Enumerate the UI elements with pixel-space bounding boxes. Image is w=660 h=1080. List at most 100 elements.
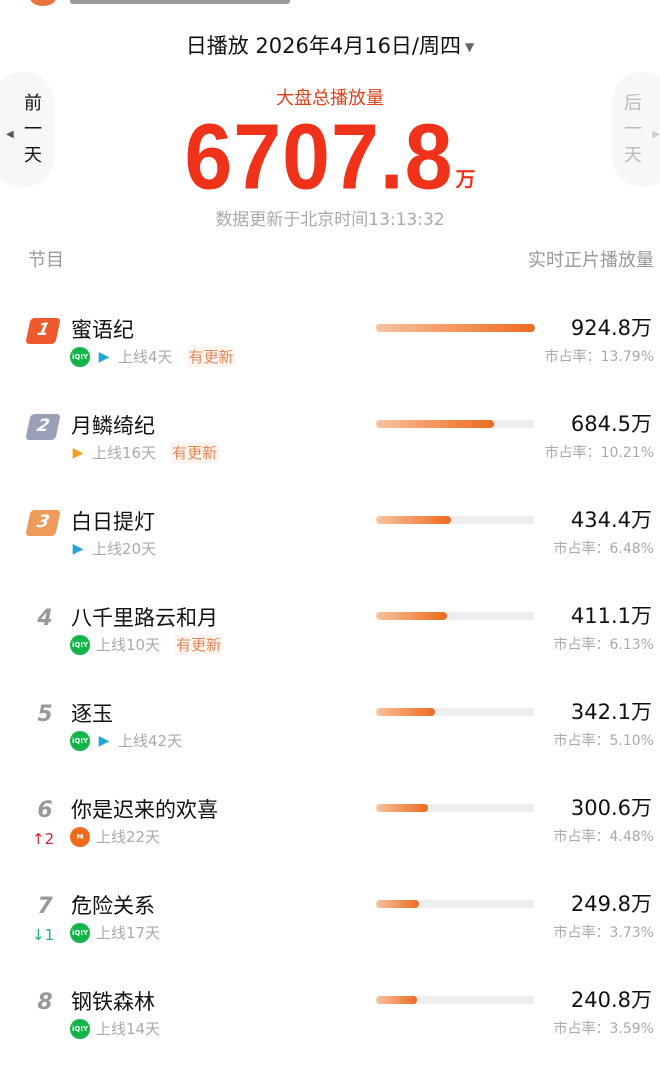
program-meta: M 上线22天 [70, 826, 160, 847]
tencent-video-icon: ▶ [98, 348, 110, 365]
table-row[interactable]: 4 八千里路云和月 iQIY 上线10天 有更新 411.1万市占率：6.13% [0, 600, 660, 696]
program-title[interactable]: 八千里路云和月 [71, 606, 218, 630]
plays-value: 434.4万 [570, 508, 652, 532]
iqiyi-icon: iQIY [70, 922, 90, 943]
plays-value: 240.8万 [570, 988, 652, 1012]
rank-number: 7 [37, 894, 53, 919]
program-meta: iQIY 上线10天 有更新 [70, 634, 224, 655]
online-days: 上线10天 [96, 636, 161, 654]
market-share: 市占率：13.79% [544, 349, 654, 365]
plays-bar-fill [376, 612, 447, 620]
plays-bar-fill [376, 708, 435, 716]
program-title[interactable]: 你是迟来的欢喜 [71, 798, 218, 822]
iqiyi-icon: iQIY [70, 1018, 90, 1039]
mango-tv-icon: M [70, 826, 90, 847]
online-days: 上线14天 [96, 1020, 161, 1038]
program-meta: iQIY 上线17天 [70, 922, 160, 943]
program-meta: ▶ 上线20天 [70, 538, 156, 559]
plays-bar [376, 996, 535, 1004]
plays-value: 411.1万 [570, 604, 652, 628]
online-days: 上线22天 [96, 828, 161, 846]
plays-value: 249.8万 [570, 892, 652, 916]
table-row[interactable]: 8 钢铁森林 iQIY 上线14天 240.8万市占率：3.59% [0, 984, 660, 1080]
market-share: 市占率：5.10% [553, 733, 654, 749]
market-share: 市占率：10.21% [544, 445, 654, 461]
plays-bar [376, 516, 535, 524]
rank-number: 6 [37, 798, 53, 823]
online-days: 上线17天 [96, 924, 161, 942]
update-badge: 有更新 [186, 346, 236, 367]
program-title[interactable]: 危险关系 [71, 894, 155, 918]
program-title[interactable]: 蜜语纪 [71, 318, 134, 342]
total-plays: 6707.8 万 [184, 105, 476, 209]
rank-change-up: ↑2 [32, 830, 55, 848]
market-share: 市占率：6.48% [553, 541, 654, 557]
plays-bar [376, 420, 535, 428]
rank-number: 4 [37, 606, 53, 631]
program-meta: iQIY ▶ 上线4天 有更新 [70, 346, 236, 367]
youku-icon: ▶ [72, 444, 84, 461]
rank-number: 8 [37, 990, 53, 1015]
app-title-clipped [70, 0, 290, 4]
table-row[interactable]: 1 蜜语纪 iQIY ▶ 上线4天 有更新 924.8万市占率：13.79% [0, 312, 660, 408]
program-title[interactable]: 逐玉 [71, 702, 113, 726]
plays-value: 924.8万 [570, 316, 652, 340]
tencent-video-icon: ▶ [72, 540, 84, 557]
total-label: 大盘总播放量 [276, 88, 384, 109]
iqiyi-icon: iQIY [70, 346, 90, 367]
update-badge: 有更新 [170, 442, 220, 463]
app-logo [30, 0, 56, 6]
plays-value: 342.1万 [570, 700, 652, 724]
plays-bar [376, 708, 535, 716]
program-title[interactable]: 月鳞绮纪 [71, 414, 155, 438]
plays-bar-fill [376, 804, 428, 812]
arrow-right-icon: ▶ [652, 129, 660, 140]
online-days: 上线4天 [118, 348, 173, 366]
plays-value: 684.5万 [570, 412, 652, 436]
table-row[interactable]: 3 白日提灯 ▶ 上线20天 434.4万市占率：6.48% [0, 504, 660, 600]
column-plays: 实时正片播放量 [528, 250, 654, 271]
program-title[interactable]: 白日提灯 [71, 510, 155, 534]
prev-day-button[interactable]: ◀ 前一天 [0, 72, 54, 187]
iqiyi-icon: iQIY [70, 730, 90, 751]
rank-number: 1 [25, 318, 61, 344]
program-meta: iQIY ▶ 上线42天 [70, 730, 182, 751]
market-share: 市占率：3.73% [553, 925, 654, 941]
plays-value: 300.6万 [570, 796, 652, 820]
iqiyi-icon: iQIY [70, 634, 90, 655]
market-share: 市占率：6.13% [553, 637, 654, 653]
market-share: 市占率：3.59% [553, 1021, 654, 1037]
rank-number: 2 [25, 414, 61, 440]
column-program: 节目 [28, 250, 64, 271]
plays-bar [376, 900, 535, 908]
plays-bar [376, 324, 535, 332]
plays-bar-fill [376, 420, 494, 428]
plays-bar [376, 804, 535, 812]
table-row[interactable]: 5 逐玉 iQIY ▶ 上线42天 342.1万市占率：5.10% [0, 696, 660, 792]
program-title[interactable]: 钢铁森林 [71, 990, 155, 1014]
update-badge: 有更新 [174, 634, 224, 655]
caret-down-icon: ▼ [465, 40, 475, 54]
online-days: 上线42天 [118, 732, 183, 750]
program-meta: iQIY 上线14天 [70, 1018, 160, 1039]
arrow-left-icon: ◀ [6, 129, 14, 140]
plays-bar-fill [376, 996, 418, 1004]
date-selector[interactable]: 日播放 2026年4月16日/周四 ▼ [185, 34, 475, 58]
rank-change-down: ↓1 [32, 926, 55, 944]
plays-bar-fill [376, 324, 535, 332]
table-row[interactable]: 2 月鳞绮纪 ▶ 上线16天 有更新 684.5万市占率：10.21% [0, 408, 660, 504]
next-day-button[interactable]: ▶ 后一天 [612, 72, 660, 187]
online-days: 上线16天 [92, 444, 157, 462]
program-meta: ▶ 上线16天 有更新 [70, 442, 220, 463]
plays-bar-fill [376, 516, 451, 524]
market-share: 市占率：4.48% [553, 829, 654, 845]
rank-number: 5 [37, 702, 53, 727]
table-row[interactable]: 6 ↑2 你是迟来的欢喜 M 上线22天 300.6万市占率：4.48% [0, 792, 660, 888]
rank-number: 3 [25, 510, 61, 536]
online-days: 上线20天 [92, 540, 157, 558]
plays-bar-fill [376, 900, 419, 908]
plays-bar [376, 612, 535, 620]
update-time: 数据更新于北京时间13:13:32 [215, 210, 445, 230]
table-row[interactable]: 7 ↓1 危险关系 iQIY 上线17天 249.8万市占率：3.73% [0, 888, 660, 984]
tencent-video-icon: ▶ [98, 732, 110, 749]
